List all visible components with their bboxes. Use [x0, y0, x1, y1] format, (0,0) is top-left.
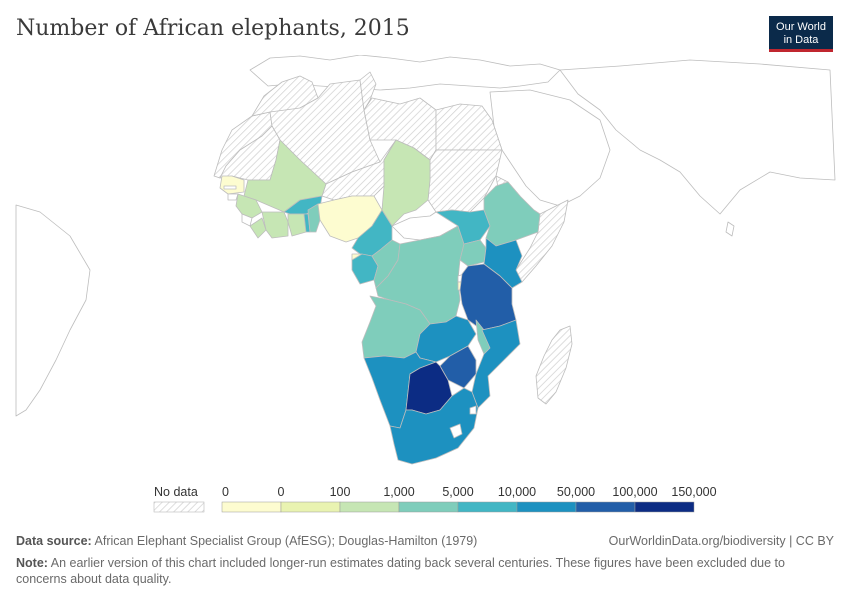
- country-cote-divoire: [261, 211, 289, 239]
- legend-tick-label-5: 10,000: [498, 485, 536, 499]
- legend-bin-2[interactable]: [339, 501, 400, 513]
- legend-bin-4[interactable]: [457, 501, 518, 513]
- country-kenya: [483, 237, 523, 289]
- legend-tick-label-4: 5,000: [442, 485, 473, 499]
- legend-no-data-swatch: [153, 501, 205, 513]
- logo-line-2: in Data: [783, 34, 819, 46]
- footer: Data source: African Elephant Specialist…: [16, 533, 834, 587]
- legend-tick-label-3: 1,000: [383, 485, 414, 499]
- legend-bin-1[interactable]: [280, 501, 341, 513]
- country-somalia: [515, 199, 569, 283]
- note-label: Note:: [16, 556, 48, 570]
- country-eswatini: [469, 405, 477, 415]
- owid-biodiversity-link[interactable]: OurWorldinData.org/biodiversity: [608, 534, 786, 548]
- country-tunisia: [359, 71, 377, 111]
- data-source: Data source: African Elephant Specialist…: [16, 533, 477, 549]
- africa-map: [15, 55, 836, 465]
- owid-logo[interactable]: Our World in Data: [769, 16, 833, 52]
- country-benin: [307, 203, 321, 233]
- country-ghana: [287, 213, 307, 237]
- sri-lanka-outline: [725, 221, 735, 237]
- country-guinea-bissau: [227, 193, 239, 201]
- chart-title: Number of African elephants, 2015: [16, 16, 410, 41]
- country-mozambique: [471, 319, 521, 409]
- middle-east-outline: [489, 89, 611, 207]
- legend-bin-7[interactable]: [634, 501, 695, 513]
- data-source-text: African Elephant Specialist Group (AfESG…: [94, 534, 478, 548]
- country-ethiopia: [483, 181, 541, 247]
- south-america-edge: [15, 204, 91, 417]
- legend-tick-label-1: 0: [278, 485, 285, 499]
- asia-outline: [559, 59, 836, 215]
- color-legend: No data 0 0 100 1,000 5,000 10,000 50,000 100,0…: [153, 485, 717, 513]
- note-text: An earlier version of this chart include…: [16, 556, 785, 586]
- footer-separator: |: [789, 534, 796, 548]
- country-south-africa: [389, 387, 479, 465]
- legend-bin-6[interactable]: [575, 501, 636, 513]
- legend-tick-label-8: 150,000: [671, 485, 716, 499]
- legend-tick-label-7: 100,000: [612, 485, 657, 499]
- legend-tick-label-6: 50,000: [557, 485, 595, 499]
- legend-bin-0[interactable]: [221, 501, 282, 513]
- legend-bin-3[interactable]: [398, 501, 459, 513]
- logo-line-1: Our World: [776, 21, 826, 33]
- legend-tick-label-0: 0: [222, 485, 229, 499]
- license-label[interactable]: CC BY: [795, 534, 834, 548]
- madagascar-outline: [535, 325, 573, 405]
- chart-note: Note: An earlier version of this chart i…: [16, 555, 834, 587]
- footer-link-group: OurWorldinData.org/biodiversity | CC BY: [609, 533, 834, 549]
- country-lesotho: [449, 423, 463, 439]
- country-chad: [381, 139, 431, 227]
- legend-tick-label-2: 100: [330, 485, 351, 499]
- country-uganda: [459, 239, 487, 267]
- data-source-label: Data source:: [16, 534, 92, 548]
- legend-no-data-label: No data: [154, 485, 198, 499]
- country-gambia: [223, 185, 237, 190]
- legend-bin-5[interactable]: [516, 501, 577, 513]
- country-senegal: [219, 175, 245, 195]
